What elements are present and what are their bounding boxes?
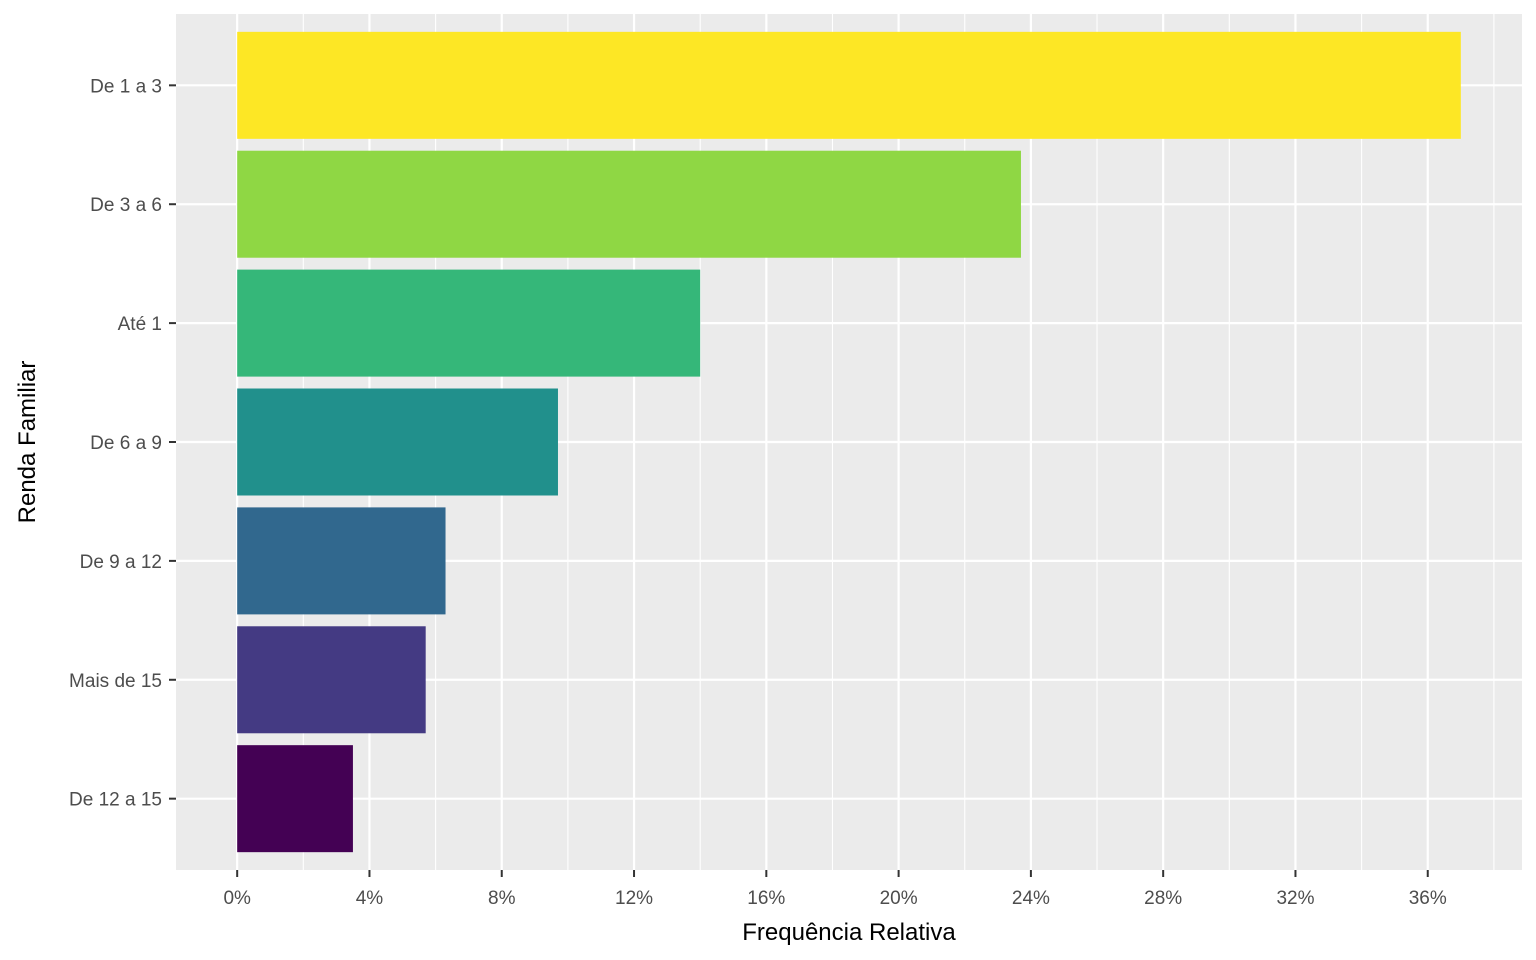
x-tick-label: 36% <box>1409 888 1447 909</box>
y-tick-label: De 1 a 3 <box>90 76 162 97</box>
bar <box>237 31 1461 139</box>
x-tick-label: 8% <box>488 888 516 909</box>
x-tick-label: 0% <box>223 888 251 909</box>
y-tick-label: De 9 a 12 <box>80 552 162 573</box>
y-axis-title: Renda Familiar <box>14 361 41 524</box>
y-tick-label: De 3 a 6 <box>90 195 162 216</box>
y-tick-label: De 6 a 9 <box>90 433 162 454</box>
y-tick-label: Até 1 <box>118 314 162 335</box>
x-tick-label: 24% <box>1012 888 1050 909</box>
bar <box>237 745 353 853</box>
y-tick-label: De 12 a 15 <box>69 790 162 811</box>
y-tick-label: Mais de 15 <box>69 671 162 692</box>
bar <box>237 507 446 615</box>
x-axis-title: Frequência Relativa <box>742 919 956 946</box>
bar <box>237 269 701 377</box>
bars <box>237 31 1461 853</box>
bar <box>237 150 1021 258</box>
y-axis: De 1 a 3 De 3 a 6 Até 1 De 6 a 9 De 9 a 12 Ma… <box>69 76 176 811</box>
x-tick-label: 16% <box>747 888 785 909</box>
x-tick-label: 20% <box>880 888 918 909</box>
x-axis: 0% 4% 8% 12% 16% 20% 24% 28% 32% 36% <box>223 870 1447 909</box>
x-tick-label: 28% <box>1144 888 1182 909</box>
x-tick-label: 4% <box>356 888 384 909</box>
x-tick-label: 32% <box>1276 888 1314 909</box>
x-tick-label: 12% <box>615 888 653 909</box>
bar <box>237 388 558 496</box>
bar <box>237 626 426 734</box>
